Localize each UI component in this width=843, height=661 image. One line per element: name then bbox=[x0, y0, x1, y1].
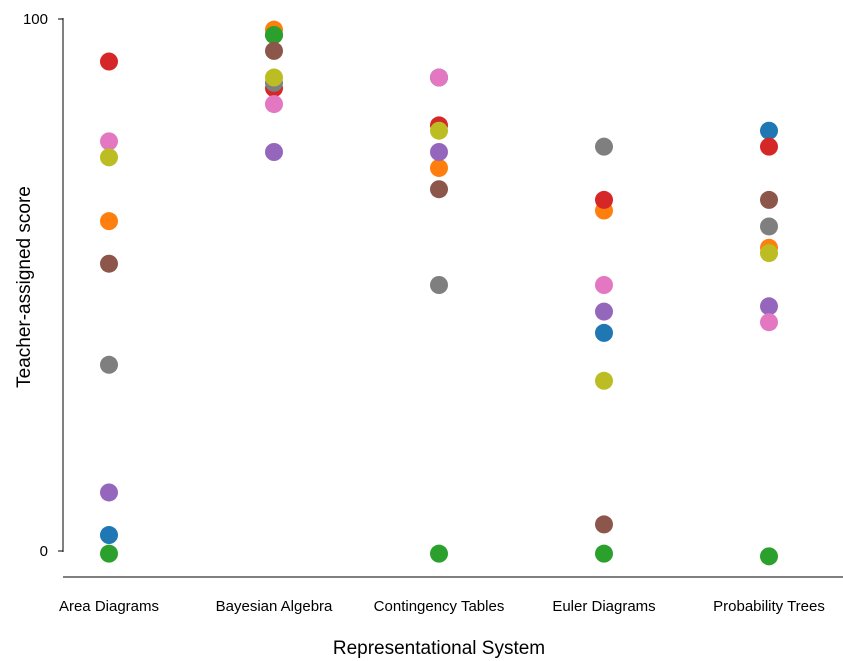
data-point bbox=[100, 255, 118, 273]
data-point bbox=[595, 138, 613, 156]
data-point bbox=[430, 180, 448, 198]
data-point bbox=[265, 26, 283, 44]
data-point bbox=[100, 526, 118, 544]
data-point bbox=[100, 132, 118, 150]
data-point bbox=[430, 159, 448, 177]
x-axis-title: Representational System bbox=[333, 638, 545, 659]
data-point bbox=[100, 545, 118, 563]
data-point bbox=[760, 122, 778, 140]
data-point bbox=[430, 69, 448, 87]
data-point bbox=[100, 212, 118, 230]
y-axis-title: Teacher-assigned score bbox=[14, 186, 35, 388]
data-point bbox=[430, 545, 448, 563]
data-point bbox=[100, 483, 118, 501]
data-point bbox=[265, 42, 283, 60]
data-point bbox=[595, 191, 613, 209]
data-point bbox=[760, 313, 778, 331]
data-point bbox=[760, 191, 778, 209]
data-point bbox=[430, 143, 448, 161]
x-tick-label: Bayesian Algebra bbox=[216, 598, 333, 615]
x-tick-label: Probability Trees bbox=[713, 598, 825, 615]
data-point bbox=[595, 324, 613, 342]
data-point bbox=[760, 244, 778, 262]
x-tick-labels: Area Diagrams Bayesian Algebra Contingency… bbox=[59, 598, 825, 615]
data-point bbox=[265, 143, 283, 161]
data-point bbox=[760, 547, 778, 565]
data-point bbox=[760, 217, 778, 235]
data-point bbox=[100, 356, 118, 374]
data-point bbox=[595, 515, 613, 533]
data-point bbox=[100, 53, 118, 71]
x-tick-label: Contingency Tables bbox=[374, 598, 505, 615]
data-point bbox=[595, 303, 613, 321]
data-point bbox=[430, 276, 448, 294]
y-tick-label: 0 bbox=[40, 543, 48, 560]
data-point bbox=[760, 297, 778, 315]
x-tick-label: Area Diagrams bbox=[59, 598, 159, 615]
data-point bbox=[595, 545, 613, 563]
data-points bbox=[100, 21, 778, 566]
series-green bbox=[100, 26, 778, 565]
x-tick-label: Euler Diagrams bbox=[552, 598, 655, 615]
data-point bbox=[430, 122, 448, 140]
data-point bbox=[595, 276, 613, 294]
data-point bbox=[760, 138, 778, 156]
data-point bbox=[265, 95, 283, 113]
data-point bbox=[100, 148, 118, 166]
axes bbox=[63, 18, 843, 577]
data-point bbox=[265, 69, 283, 87]
data-point bbox=[595, 372, 613, 390]
y-tick-label: 100 bbox=[23, 11, 48, 28]
